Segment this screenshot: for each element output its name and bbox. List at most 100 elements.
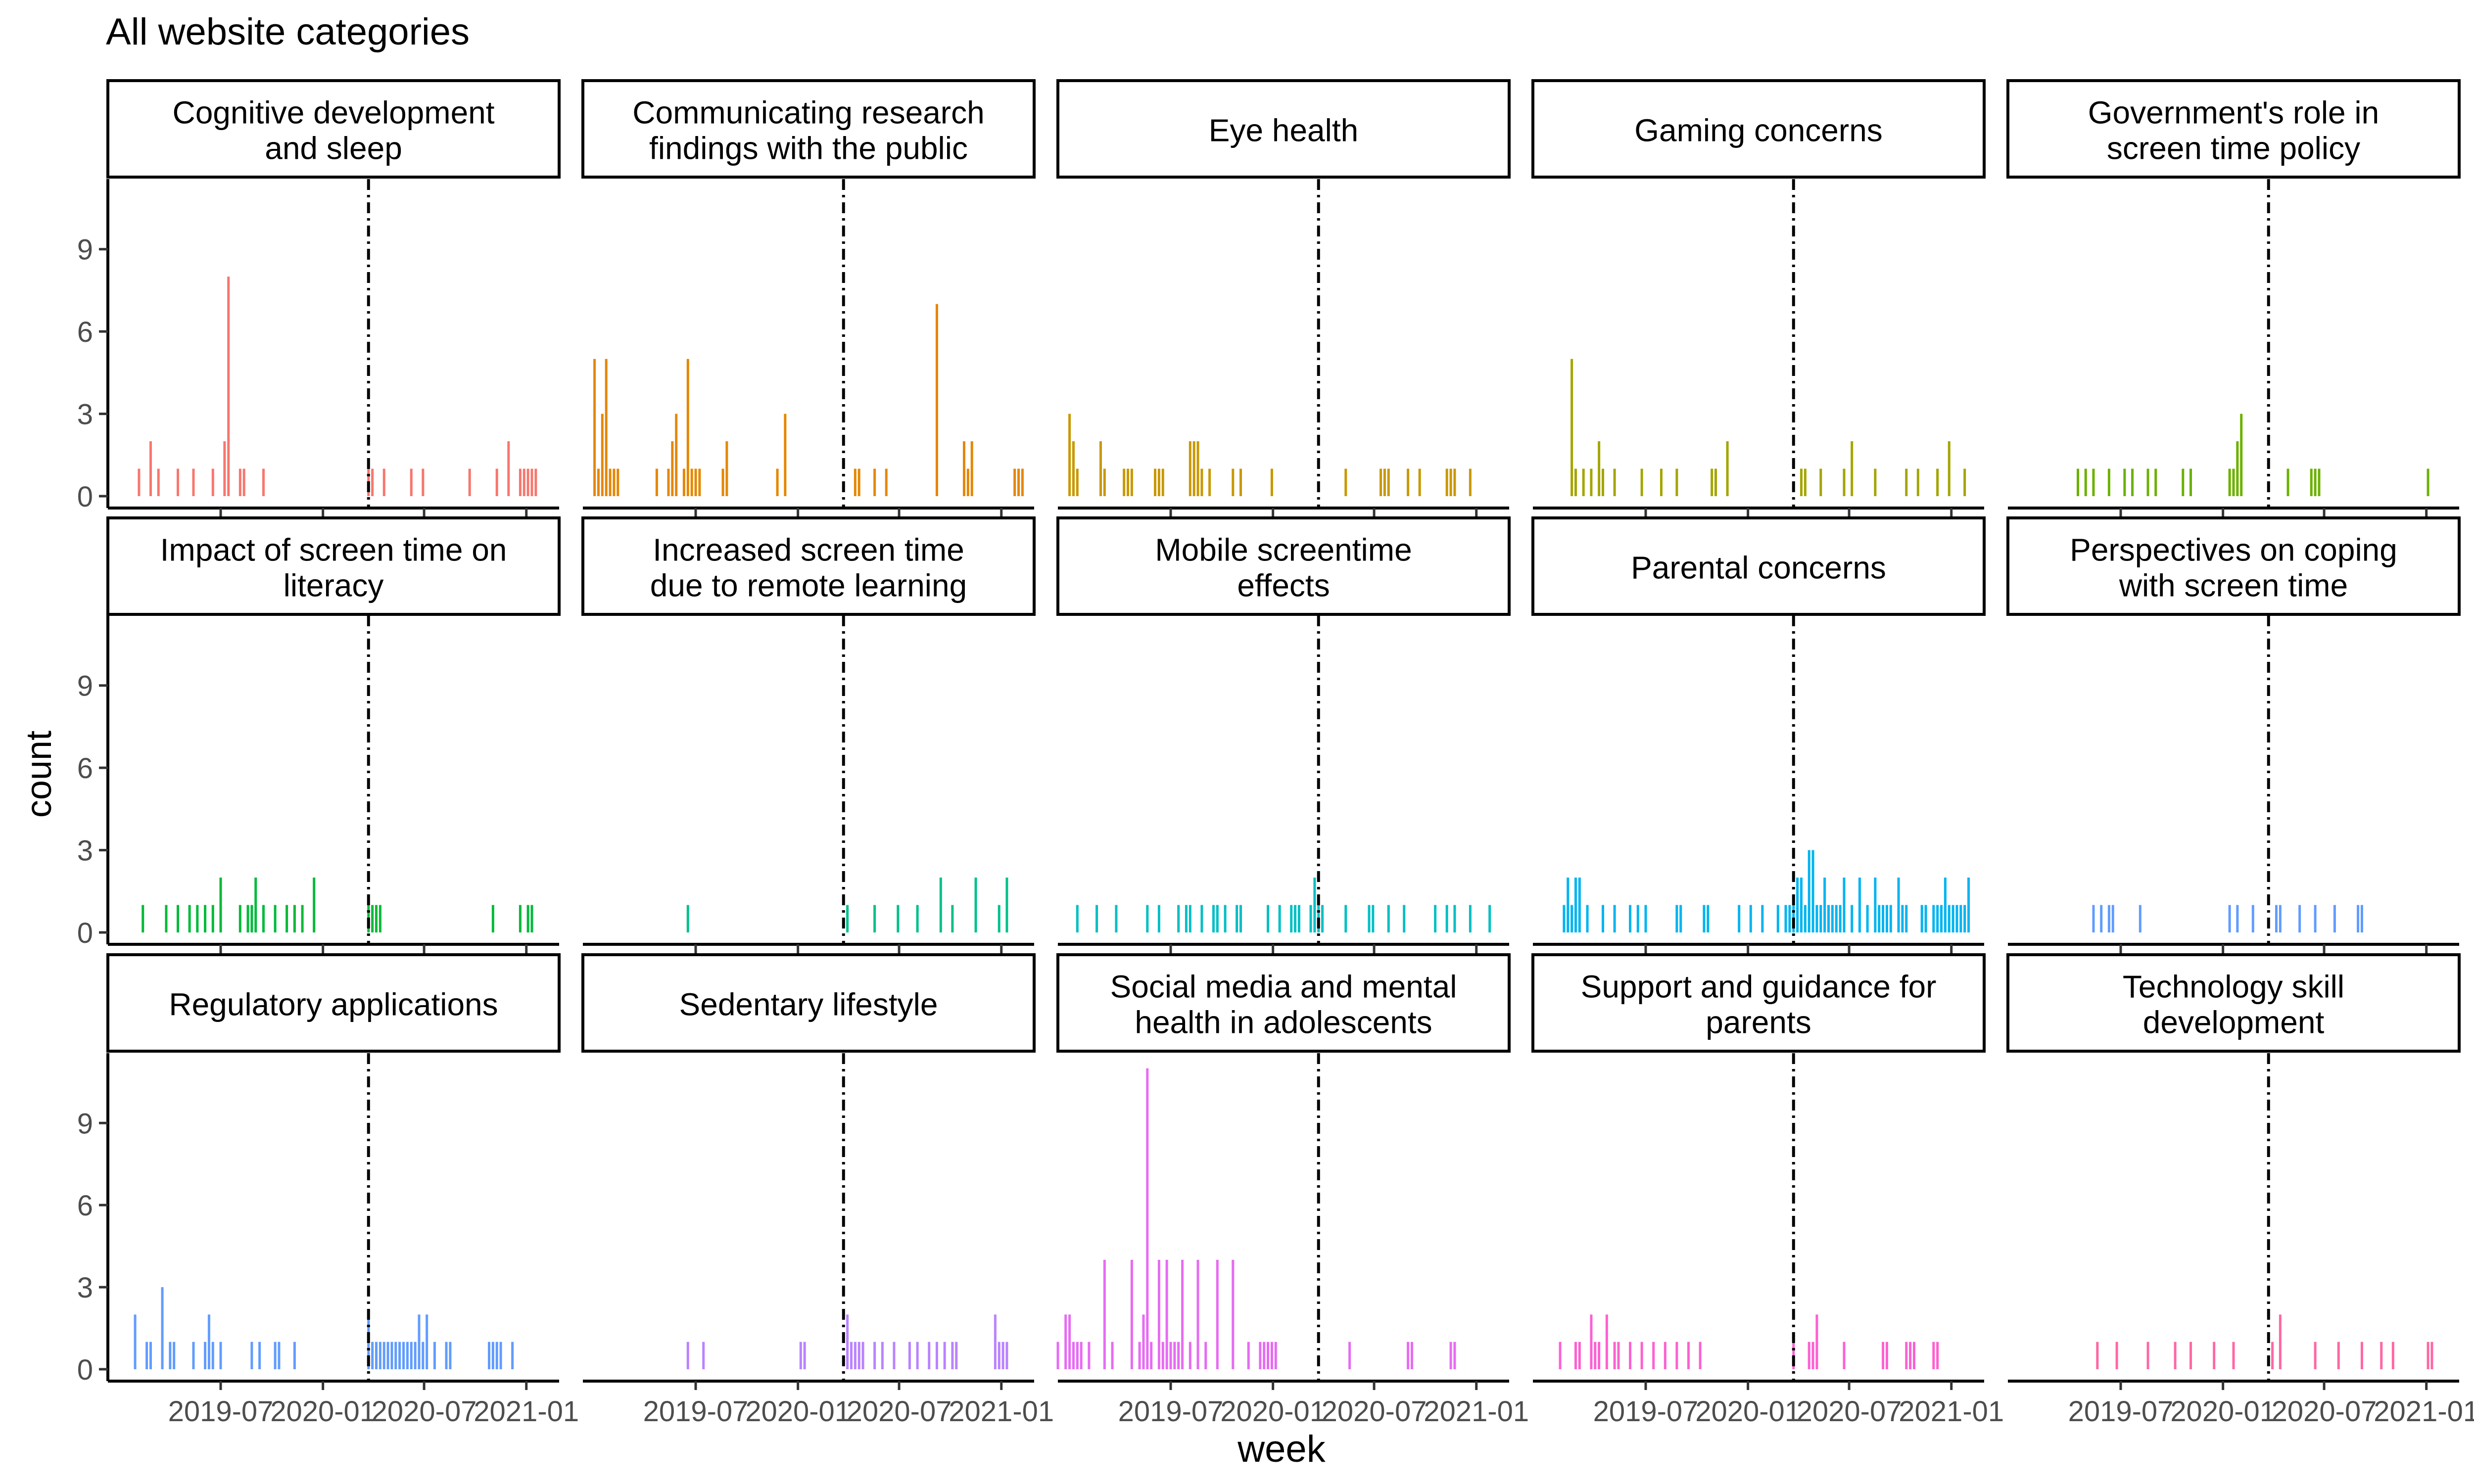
bar — [2251, 905, 2254, 932]
bar — [998, 905, 1000, 932]
bar — [1959, 905, 1962, 932]
bar — [1851, 441, 1854, 496]
bar — [1819, 905, 1822, 932]
bar — [1263, 1342, 1266, 1369]
bar — [2092, 905, 2095, 932]
bar — [371, 905, 374, 932]
bar — [1578, 1342, 1581, 1369]
bar — [398, 1342, 401, 1369]
bar — [379, 1342, 381, 1369]
facet-strip — [106, 516, 561, 616]
bar — [1453, 1342, 1456, 1369]
bar — [1200, 468, 1203, 496]
bar — [1005, 878, 1008, 932]
bar — [1088, 1342, 1091, 1369]
bar — [293, 1342, 296, 1369]
bar — [1602, 905, 1605, 932]
bar — [1843, 878, 1846, 932]
y-tick-label: 9 — [77, 1108, 93, 1140]
bar — [1889, 905, 1892, 932]
facet-label: Mobile screentime — [1155, 532, 1412, 568]
bar — [873, 468, 876, 496]
bar — [449, 1342, 452, 1369]
bar — [597, 468, 600, 496]
bar — [192, 1342, 195, 1369]
bar — [970, 441, 973, 496]
bar — [1932, 905, 1935, 932]
bar — [609, 468, 612, 496]
bar — [219, 878, 222, 932]
bar — [1076, 1342, 1079, 1369]
x-tick-label: 2020-01 — [1220, 1395, 1326, 1428]
bar — [893, 1342, 896, 1369]
bar — [1679, 905, 1682, 932]
bar — [1800, 468, 1803, 496]
bar — [1675, 468, 1678, 496]
bar — [1115, 905, 1118, 932]
bar — [682, 468, 685, 496]
x-tick-label: 2019-07 — [2068, 1395, 2174, 1428]
bar — [1629, 1342, 1632, 1369]
bar — [1699, 1342, 1702, 1369]
y-tick-label: 0 — [77, 1354, 93, 1386]
x-tick-label: 2020-07 — [372, 1395, 477, 1428]
bar — [258, 1342, 261, 1369]
bar — [1675, 905, 1678, 932]
y-tick-label: 6 — [77, 752, 93, 785]
bar — [1936, 905, 1939, 932]
facet-label: findings with the public — [649, 131, 968, 166]
bar — [526, 905, 529, 932]
bar — [1434, 905, 1437, 932]
bar — [2360, 1342, 2363, 1369]
bar — [1602, 468, 1605, 496]
bar — [445, 1342, 448, 1369]
bar — [1157, 905, 1160, 932]
bar — [1967, 878, 1970, 932]
bar — [1189, 441, 1191, 496]
bar — [1570, 359, 1573, 496]
bar — [1590, 468, 1593, 496]
bar — [1955, 905, 1958, 932]
bar — [1885, 905, 1888, 932]
bar — [285, 905, 288, 932]
bar — [1259, 1342, 1262, 1369]
bar — [2096, 1342, 2099, 1369]
bar — [1885, 1342, 1888, 1369]
bar — [686, 359, 689, 496]
bar — [1232, 1259, 1235, 1369]
bar — [274, 905, 277, 932]
bar — [1811, 1342, 1814, 1369]
bar — [1196, 441, 1199, 496]
facet-strip — [581, 79, 1036, 179]
facet-label: Technology skill — [2123, 969, 2344, 1005]
bar — [1963, 468, 1966, 496]
facet-panel: Technology skilldevelopment2019-072020-0… — [2006, 953, 2474, 1428]
x-tick-label: 2020-07 — [1797, 1395, 1902, 1428]
bar — [1410, 1342, 1413, 1369]
bar — [519, 468, 522, 496]
bar — [262, 468, 265, 496]
facet-strip — [1531, 516, 1986, 616]
facet-strip — [1056, 79, 1511, 179]
y-tick-label: 0 — [77, 917, 93, 949]
bar — [1882, 1342, 1885, 1369]
bar — [1823, 878, 1826, 932]
bar — [1835, 905, 1838, 932]
bar — [250, 1342, 253, 1369]
bar — [1161, 1342, 1164, 1369]
bar — [803, 1342, 806, 1369]
bar — [1811, 850, 1814, 932]
bar — [375, 1342, 378, 1369]
x-tick-label: 2020-07 — [2272, 1395, 2377, 1428]
bar — [1224, 905, 1227, 932]
facet-label: effects — [1237, 568, 1330, 603]
bar — [1309, 905, 1312, 932]
bar — [1776, 905, 1779, 932]
bar — [1232, 468, 1235, 496]
bar — [2182, 468, 2185, 496]
bar — [1640, 468, 1643, 496]
bar — [908, 1342, 911, 1369]
bar — [2213, 1342, 2216, 1369]
bar — [1150, 1342, 1153, 1369]
bar — [951, 1342, 954, 1369]
